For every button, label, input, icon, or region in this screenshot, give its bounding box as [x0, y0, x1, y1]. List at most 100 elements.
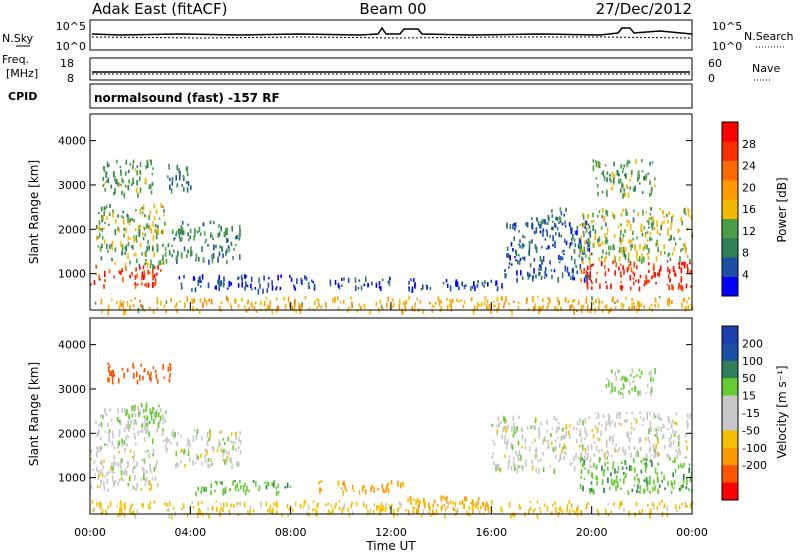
power-cell — [181, 183, 183, 187]
power-cell — [463, 300, 466, 304]
velocity-cell — [209, 429, 211, 435]
velocity-cell — [337, 482, 340, 486]
power-cell — [645, 274, 647, 280]
velocity-cell — [246, 485, 248, 492]
power-cell — [267, 304, 269, 311]
power-cell — [645, 280, 648, 285]
velocity-cell — [120, 477, 123, 480]
power-cell — [381, 307, 384, 311]
power-cell — [613, 254, 616, 261]
power-cell — [122, 216, 124, 219]
velocity-cell — [341, 508, 344, 514]
power-cell — [171, 177, 174, 183]
velocity-cell — [353, 489, 355, 492]
velocity-cell — [628, 437, 631, 443]
power-cell — [682, 248, 684, 251]
power-cell — [290, 277, 293, 282]
velocity-cell — [117, 481, 120, 486]
power-cell — [126, 213, 128, 218]
velocity-cell — [410, 501, 412, 505]
power-cell — [244, 274, 246, 280]
velocity-cell — [141, 423, 143, 428]
power-cell — [199, 285, 202, 288]
power-cell — [649, 180, 651, 185]
power-cell — [552, 220, 554, 224]
power-cell — [625, 173, 627, 179]
velocity-cell — [201, 462, 203, 465]
velocity-cell — [133, 428, 135, 431]
power-cell — [458, 287, 460, 291]
power-cell — [487, 307, 489, 311]
velocity-cell — [98, 423, 100, 427]
power-cell — [342, 299, 345, 304]
velocity-cell — [613, 502, 615, 507]
power-cell — [649, 193, 651, 197]
power-cell — [90, 283, 92, 286]
velocity-cell — [631, 411, 633, 415]
velocity-cell — [156, 459, 158, 465]
power-cell — [641, 191, 644, 194]
power-cell — [583, 222, 585, 229]
power-cell — [672, 214, 675, 218]
velocity-cell — [598, 422, 601, 426]
power-cell — [628, 306, 630, 311]
velocity-cell — [214, 489, 216, 492]
velocity-cell — [92, 508, 95, 513]
power-cell — [510, 242, 513, 247]
velocity-cell — [614, 371, 617, 377]
power-cell — [132, 159, 135, 165]
velocity-cell — [561, 448, 563, 454]
power-cell — [125, 227, 127, 234]
power-cell — [597, 160, 600, 164]
velocity-cell — [452, 501, 454, 505]
power-cell — [625, 184, 628, 189]
power-cell — [494, 304, 496, 308]
power-cell — [223, 276, 225, 282]
power-cell — [408, 286, 410, 289]
velocity-cell — [188, 439, 191, 445]
velocity-cell — [128, 426, 130, 432]
velocity-cell — [200, 490, 202, 494]
power-cell — [129, 260, 131, 265]
velocity-cell — [239, 431, 241, 436]
velocity-cell — [671, 482, 673, 488]
velocity-cell — [626, 419, 629, 422]
velocity-cell — [657, 478, 659, 483]
velocity-cell — [139, 430, 142, 433]
power-cell — [141, 211, 144, 215]
velocity-cell — [148, 504, 150, 509]
velocity-cell — [531, 464, 534, 467]
power-cell — [141, 305, 144, 310]
power-cell — [176, 308, 178, 313]
velocity-cell — [587, 444, 589, 451]
power-cell — [538, 271, 540, 277]
velocity-cell — [230, 503, 232, 508]
velocity-cell — [601, 424, 603, 427]
power-cell — [638, 259, 640, 262]
velocity-cell — [216, 506, 218, 512]
power-cell — [107, 304, 110, 310]
power-cell — [320, 305, 322, 309]
velocity-cell — [477, 497, 480, 500]
velocity-cell — [390, 503, 393, 508]
velocity-cell — [243, 501, 246, 507]
velocity-cell — [678, 506, 681, 510]
velocity-cell — [211, 445, 214, 450]
power-cell — [657, 247, 659, 253]
velocity-cell — [633, 476, 636, 481]
velocity-cell — [606, 456, 608, 460]
power-cell — [275, 288, 277, 291]
velocity-cell — [120, 459, 122, 465]
power-cell — [582, 259, 584, 265]
velocity-cell — [502, 427, 504, 433]
velocity-cell — [238, 436, 240, 442]
power-cell — [213, 221, 215, 225]
velocity-cell — [586, 433, 588, 437]
velocity-cell — [108, 429, 111, 432]
power-cell — [230, 305, 233, 310]
power-cell — [630, 175, 633, 178]
velocity-colorbar-cell — [722, 430, 738, 449]
velocity-cell — [157, 412, 160, 418]
power-cell — [605, 281, 607, 284]
power-cell — [132, 303, 135, 308]
